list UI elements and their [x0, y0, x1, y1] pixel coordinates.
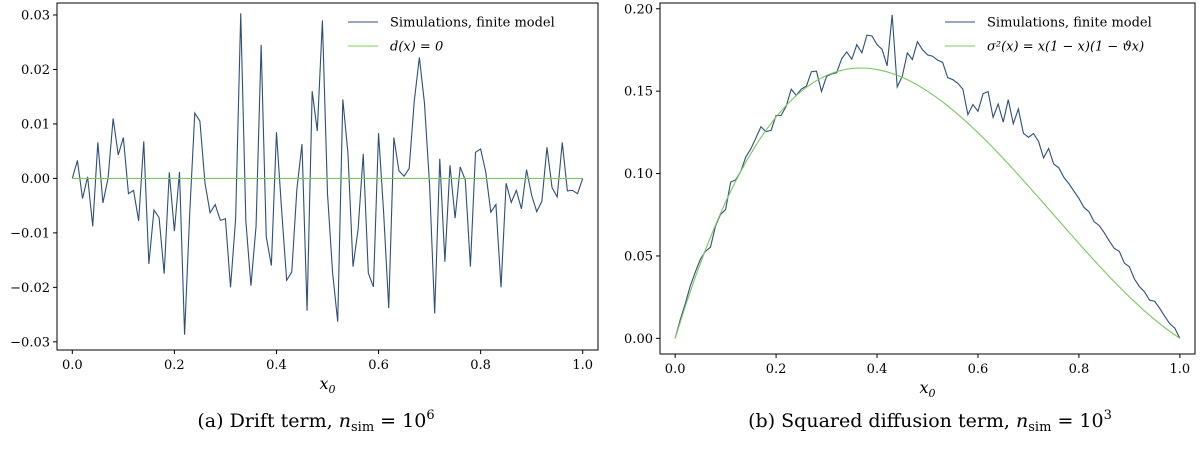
panel-a-ytick-label: 0.03 — [21, 8, 50, 23]
panel-a-xtick-label: 0.8 — [470, 358, 491, 373]
panel-a-xtick-label: 0.0 — [62, 358, 83, 373]
panel-a-xtick-label: 1.0 — [572, 358, 593, 373]
panel-a-ytick-label: 0.01 — [21, 117, 50, 132]
panel-b-caption: (b) Squared diffusion term, nsim = 103 — [748, 408, 1112, 435]
panel-b-xtick-label: 0.4 — [867, 362, 888, 377]
panel-a-drift: 0.0 0.2 0.4 0.6 0.8 1.0 −0.03 −0.02 −0.01 0.00 0.0… — [10, 2, 599, 396]
panel-b-legend: Simulations, finite model σ²(x) = x(1 − x… — [945, 16, 1152, 55]
panel-b-xtick-label: 0.8 — [1069, 362, 1090, 377]
panel-a-legend-label: d(x) = 0 — [390, 40, 443, 55]
panel-a-ytick-label: −0.03 — [10, 335, 50, 350]
panel-a-ytick-label: 0.02 — [21, 63, 50, 78]
panel-a-legend-label: Simulations, finite model — [390, 16, 555, 31]
panel-a-xtick-label: 0.4 — [266, 358, 287, 373]
panel-b-lines — [674, 14, 1181, 339]
panel-b-xtick-label: 0.2 — [766, 362, 787, 377]
panel-b-diffusion: 0.0 0.2 0.4 0.6 0.8 1.0 0.00 0.05 0.10 0.15 0.20 S… — [624, 2, 1196, 400]
panel-b-xtick-label: 0.6 — [968, 362, 989, 377]
panel-a-caption: (a) Drift term, nsim = 106 — [197, 408, 434, 435]
panel-b-ytick-label: 0.10 — [624, 167, 653, 182]
panel-b-legend-label: σ²(x) = x(1 − x)(1 − ϑx) — [987, 40, 1144, 55]
panel-b-axes-frame — [659, 2, 1196, 355]
panel-a-ytick-label: 0.00 — [21, 172, 50, 187]
panel-b-ytick-label: 0.05 — [624, 249, 653, 264]
panel-b-legend-label: Simulations, finite model — [987, 16, 1152, 31]
panel-a-simulation-line — [71, 13, 584, 335]
panel-b-theory-line — [674, 67, 1181, 339]
panel-a-ytick-label: −0.01 — [10, 226, 50, 241]
panel-b-ytick-label: 0.00 — [624, 332, 653, 347]
panel-a-lines — [71, 13, 584, 335]
panel-a-xtick-label: 0.2 — [164, 358, 185, 373]
panel-a-legend: Simulations, finite model d(x) = 0 — [348, 16, 555, 55]
panel-a-xlabel: x0 — [319, 374, 335, 396]
panel-b-xtick-label: 1.0 — [1170, 362, 1191, 377]
panel-a-ytick-label: −0.02 — [10, 281, 50, 296]
panel-b-ticks: 0.0 0.2 0.4 0.6 0.8 1.0 0.00 0.05 0.10 0.15 0.20 — [624, 2, 1190, 377]
panel-b-simulation-line — [674, 14, 1181, 339]
panel-b-xtick-label: 0.0 — [665, 362, 686, 377]
panel-a-ticks: 0.0 0.2 0.4 0.6 0.8 1.0 −0.03 −0.02 −0.01 0.00 0.0… — [10, 8, 593, 373]
panel-b-ytick-label: 0.20 — [624, 2, 653, 17]
panel-a-axes-frame — [56, 2, 599, 351]
panel-a-xtick-label: 0.6 — [368, 358, 389, 373]
panel-b-xlabel: x0 — [919, 378, 935, 400]
panel-b-ytick-label: 0.15 — [624, 85, 653, 100]
